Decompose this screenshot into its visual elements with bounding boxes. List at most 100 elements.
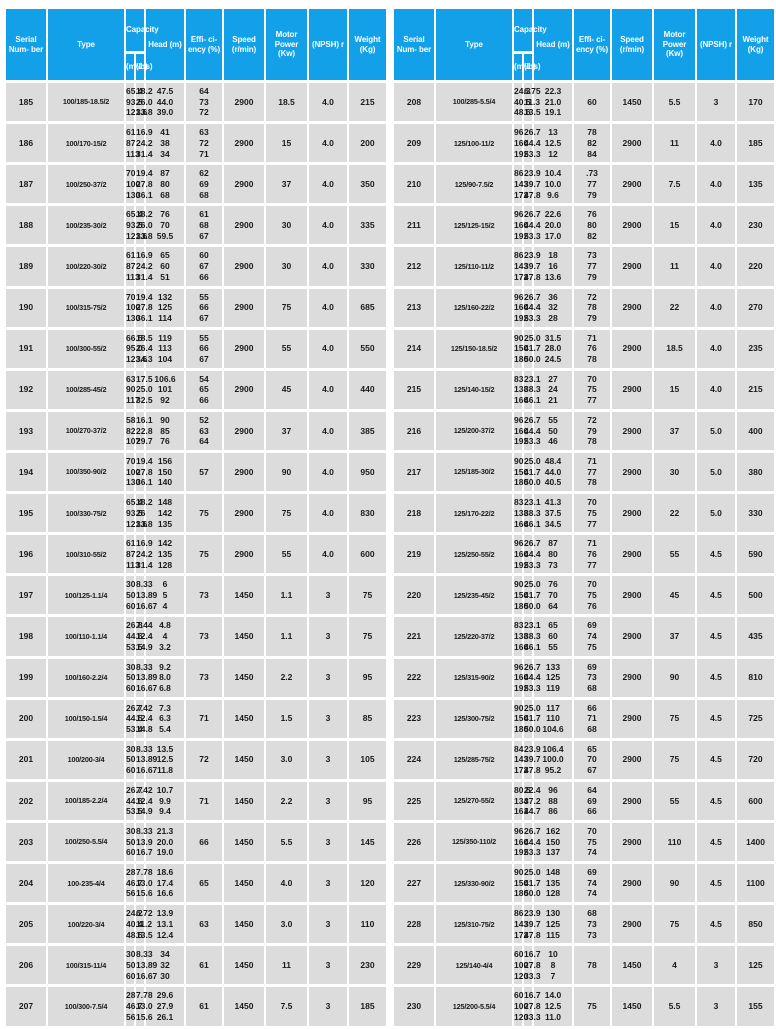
cell-efficiency: 73 (186, 658, 222, 697)
cell-head: 27 24 21 (534, 370, 572, 409)
cell-head-value: 18.6 (156, 867, 174, 878)
cell-capacity-cmh-value: 113 (126, 271, 140, 282)
cell-efficiency-value: 76 (587, 209, 597, 220)
cell-serial-number: 190 (6, 288, 46, 327)
cell-capacity-cmh-value: 134 (514, 795, 529, 806)
cell-capacity-cmh-values: 63 90 117 (126, 374, 140, 406)
cell-head-value: 37.5 (544, 507, 562, 518)
cell-efficiency-value: 70 (587, 497, 597, 508)
cell-type: 125/140-4/4 (436, 946, 512, 985)
header-line: Head (536, 39, 556, 49)
cell-capacity-cmh: 86 143 172 (514, 905, 529, 944)
cell-head-value: 34.5 (544, 518, 562, 529)
cell-capacity-cmh-values: 26.8 44.6 53.5 (126, 620, 143, 652)
cell-efficiency: 71 76 77 (574, 535, 610, 574)
cell-efficiency-values: 55 66 67 (186, 333, 222, 365)
table-row: 192 100/285-45/2 63 90 117 17.5 25.0 32.5 106.6 1… (6, 370, 386, 409)
cell-head: 156 150 140 (146, 452, 184, 492)
cell-speed: 2900 (224, 370, 264, 409)
cell-speed: 2900 (612, 124, 652, 163)
column-header-npshr: (NPSH) r (309, 9, 347, 80)
cell-capacity-cmh-value: 100 (514, 960, 529, 970)
cell-efficiency: 52 63 64 (186, 411, 222, 450)
cell-capacity-cmh-value: 61 (126, 538, 136, 549)
cell-type: 100/170-15/2 (48, 124, 124, 163)
cell-motor-power: 4 (654, 946, 695, 985)
cell-efficiency-value: 63 (199, 127, 209, 138)
cell-capacity-ls-value: 13.89 (136, 754, 157, 765)
cell-efficiency-values: 78 (574, 960, 610, 971)
cell-capacity-cmh-value: 50 (126, 836, 136, 847)
cell-capacity-cmh-values: 28 46.7 56 (126, 990, 143, 1022)
cell-head-value: 150 (157, 466, 173, 477)
table-body-left: 185100/185-18.5/265.493.5121.618.226.033… (6, 83, 386, 1026)
cell-efficiency-value: 67 (587, 765, 597, 776)
cell-head-value: 55 (548, 641, 558, 652)
cell-weight: 235 (737, 329, 774, 368)
cell-capacity-ls-value: 22.4 (524, 784, 541, 795)
table-row: 206100/315-11/43050608.3313.8916.6734323… (6, 946, 386, 985)
cell-capacity-cmh-value: 172 (514, 929, 529, 940)
cell-capacity-ls-value: 16.7 (136, 847, 153, 858)
cell-head-value: 110 (546, 713, 560, 724)
cell-capacity-cmh-value: 130 (126, 477, 141, 488)
column-header-type: Type (48, 9, 124, 80)
cell-head-values: 10.4 10.0 9.6 (534, 168, 572, 200)
cell-capacity-ls-values: 7.42 12.4 14.9 (136, 784, 153, 817)
table-row: 212 125/110-11/2 86 143 172 23.9 39.7 47.8 18 16 1… (394, 247, 774, 286)
cell-head-value: 12.5 (156, 754, 174, 765)
cell-head: 18.6 17.4 16.6 (146, 864, 184, 903)
cell-weight: 105 (349, 740, 386, 779)
cell-capacity-ls-values: 23.1 38.3 46.1 (524, 620, 541, 652)
cell-capacity-cmh-values: 96 160 192 (514, 127, 528, 159)
cell-efficiency-values: 64 69 66 (574, 785, 610, 817)
cell-motor-power: 11 (654, 124, 695, 163)
cell-head-value: 125 (545, 672, 561, 683)
cell-serial-number: 194 (6, 452, 46, 492)
table-row: 205 100/220-3/4 24.2 40.4 48.5 6.72 11.2 13.5 13… (6, 905, 386, 944)
cell-efficiency-value: 84 (587, 148, 597, 159)
cell-capacity-cmh-value: 87 (126, 137, 136, 148)
cell-capacity-ls-values: 19.4 27.8 36.1 (136, 456, 153, 488)
cell-capacity-ls-value: 13.89 (136, 960, 157, 971)
cell-weight: 950 (349, 452, 386, 492)
cell-weight: 720 (737, 740, 774, 779)
header-line: Speed (232, 35, 256, 45)
cell-capacity-cmh-values: 96 160 192 (514, 662, 528, 694)
cell-capacity-cmh: 96 160 192 (514, 288, 528, 327)
cell-efficiency: 71 77 78 (574, 452, 610, 492)
cell-capacity-cmh-values: 66.595.0123.6 (126, 333, 147, 365)
cell-capacity-cmh-value: 113 (126, 148, 140, 159)
column-header-speed: Speed (r/min) (224, 9, 264, 80)
cell-capacity-ls-values: 23.9 39.7 47.8 (524, 744, 541, 776)
cell-head: 10.7 9.9 9.4 (146, 781, 184, 820)
cell-capacity-cmh-value: 60 (514, 949, 524, 960)
cell-efficiency: 70 75 74 (574, 822, 610, 862)
cell-efficiency-value: 68 (199, 189, 209, 200)
cell-capacity-cmh-value: 95.0 (126, 343, 143, 354)
cell-capacity-cmh-value: 90 (514, 702, 524, 713)
table-row: 230 125/200-5.5/4 60 100 120 16.7 27.8 33.3 14.0… (394, 987, 774, 1026)
cell-head-value: 8.0 (159, 672, 171, 683)
cell-head-values: 4.8 4 3.2 (146, 620, 184, 652)
cell-speed: 1450 (224, 946, 264, 985)
cell-capacity-cmh-value: 53.5 (126, 806, 143, 817)
cell-npshr: 4.5 (697, 576, 735, 615)
cell-serial-number: 227 (394, 864, 434, 903)
cell-serial-number: 217 (394, 452, 434, 492)
cell-capacity-ls-value: 25.0 (136, 384, 153, 395)
cell-capacity-cmh-value: 26.7 (126, 784, 143, 795)
cell-capacity-cmh-value: 130 (126, 189, 141, 200)
cell-capacity-ls-value: 50.0 (524, 477, 541, 488)
cell-capacity-cmh-value: 70 (126, 455, 136, 466)
cell-efficiency-value: 82 (587, 137, 597, 148)
cell-capacity-ls-value: 7.42 (136, 784, 153, 795)
cell-capacity-ls-value: 16.9 (136, 538, 153, 549)
cell-motor-power: 22 (654, 288, 695, 327)
cell-efficiency-value: 69 (587, 661, 597, 672)
cell-capacity-ls-value: 53.3 (524, 230, 541, 241)
cell-npshr: 4.5 (697, 905, 735, 944)
cell-capacity-ls-value: 18.2 (136, 209, 153, 220)
cell-head-value: 9.4 (159, 806, 171, 817)
cell-capacity-ls-value: 31.4 (136, 559, 153, 570)
